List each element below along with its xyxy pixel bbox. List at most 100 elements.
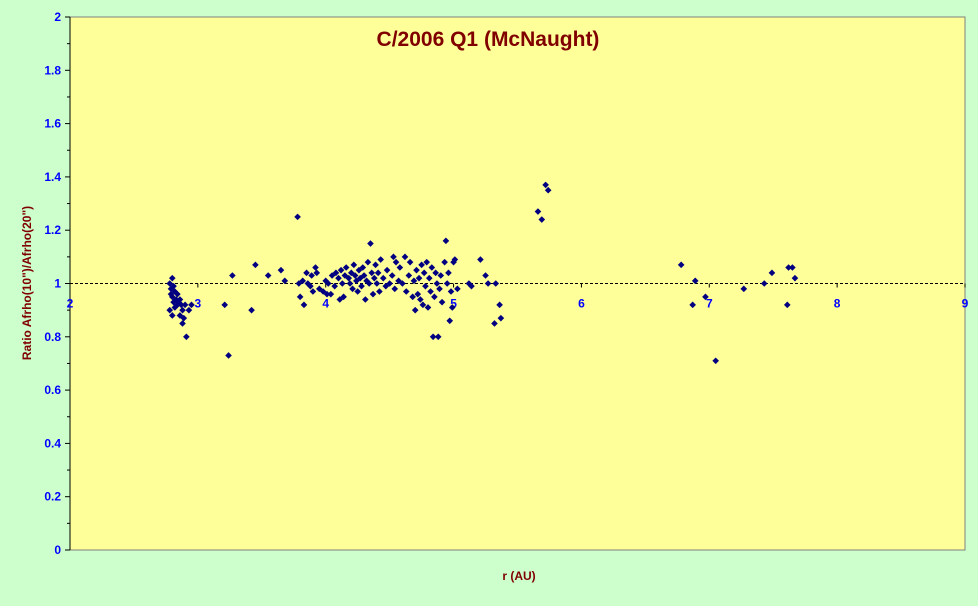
data-point <box>327 290 335 298</box>
data-point <box>309 288 317 295</box>
data-point <box>432 269 439 277</box>
data-point <box>358 282 365 290</box>
data-point <box>677 261 685 269</box>
y-tick-label: 1.2 <box>44 223 61 237</box>
y-axis-ticks: 0 0.2 0.4 0.6 0.8 1 1.2 1.4 1.6 1.8 2 <box>44 10 71 557</box>
data-point <box>166 306 174 314</box>
data-point <box>367 240 374 247</box>
data-point <box>484 280 492 287</box>
data-point <box>354 288 361 295</box>
data-point <box>415 274 423 282</box>
data-point <box>312 264 319 271</box>
y-tick-label: 2 <box>54 10 61 24</box>
data-point <box>468 282 475 290</box>
data-point <box>424 304 432 311</box>
data-point <box>740 285 748 293</box>
data-point <box>434 333 442 341</box>
data-point <box>446 317 454 325</box>
data-point <box>340 293 347 301</box>
data-point <box>185 306 193 314</box>
data-point <box>170 282 177 290</box>
data-point <box>419 301 427 309</box>
data-point <box>409 293 416 301</box>
data-point <box>359 264 367 271</box>
data-point <box>451 256 459 263</box>
data-point <box>405 272 413 279</box>
data-point <box>445 269 452 277</box>
data-point <box>347 269 355 277</box>
data-point <box>225 352 232 359</box>
data-point <box>410 277 418 285</box>
data-point <box>437 272 445 279</box>
data-point <box>392 258 400 266</box>
data-points <box>166 181 799 365</box>
data-point <box>176 312 184 319</box>
data-point <box>423 258 431 266</box>
data-point <box>374 269 382 277</box>
data-point <box>365 280 373 287</box>
x-tick-label: 6 <box>578 297 585 311</box>
data-point <box>356 274 364 282</box>
data-point <box>252 261 259 269</box>
data-point <box>362 296 369 303</box>
data-point <box>341 272 349 279</box>
data-point <box>376 288 383 295</box>
x-tick-label: 9 <box>962 297 969 311</box>
data-point <box>447 288 455 295</box>
y-tick-label: 0.8 <box>44 330 61 344</box>
data-point <box>544 186 552 194</box>
data-point <box>337 266 345 274</box>
data-point <box>689 301 696 309</box>
data-point <box>171 304 179 311</box>
data-point <box>441 258 448 266</box>
data-point <box>465 280 473 287</box>
data-point <box>401 253 409 261</box>
data-point <box>324 280 332 287</box>
data-point <box>789 264 796 271</box>
data-point <box>402 288 410 295</box>
data-point <box>264 272 272 279</box>
data-point <box>420 269 428 277</box>
data-point <box>399 280 406 287</box>
x-tick-label: 7 <box>706 297 713 311</box>
data-point <box>174 290 181 298</box>
data-point <box>379 274 387 282</box>
data-point <box>377 256 384 263</box>
data-point <box>316 285 323 293</box>
data-point <box>443 280 451 287</box>
data-point <box>308 272 315 279</box>
data-point <box>307 282 314 290</box>
data-point <box>411 306 419 314</box>
data-point <box>372 261 379 269</box>
data-point <box>281 277 289 285</box>
data-point <box>418 261 425 269</box>
data-point <box>294 213 301 221</box>
data-point <box>322 277 330 285</box>
data-point <box>791 274 799 282</box>
data-point <box>448 304 456 311</box>
data-point <box>395 277 402 285</box>
y-tick-label: 0.6 <box>44 383 61 397</box>
x-tick-label: 8 <box>834 297 841 311</box>
data-point <box>351 272 359 279</box>
data-point <box>425 274 433 282</box>
data-point <box>172 296 180 303</box>
x-axis-label: r (AU) <box>502 569 535 583</box>
data-point <box>396 264 404 271</box>
y-tick-label: 0.4 <box>44 436 61 450</box>
data-point <box>534 208 542 215</box>
data-point <box>454 285 461 293</box>
data-point <box>482 272 489 279</box>
data-point <box>331 282 338 290</box>
data-point <box>342 264 350 271</box>
y-axis-label: Ratio Afrho(10")/Afrho(20") <box>20 206 34 360</box>
data-point <box>360 272 368 279</box>
data-point <box>369 290 377 298</box>
data-point <box>373 280 381 287</box>
x-axis-ticks: 2 3 4 5 6 7 8 9 <box>67 283 969 311</box>
x-tick-label: 5 <box>450 297 457 311</box>
data-point <box>491 320 498 327</box>
data-point <box>422 282 429 290</box>
